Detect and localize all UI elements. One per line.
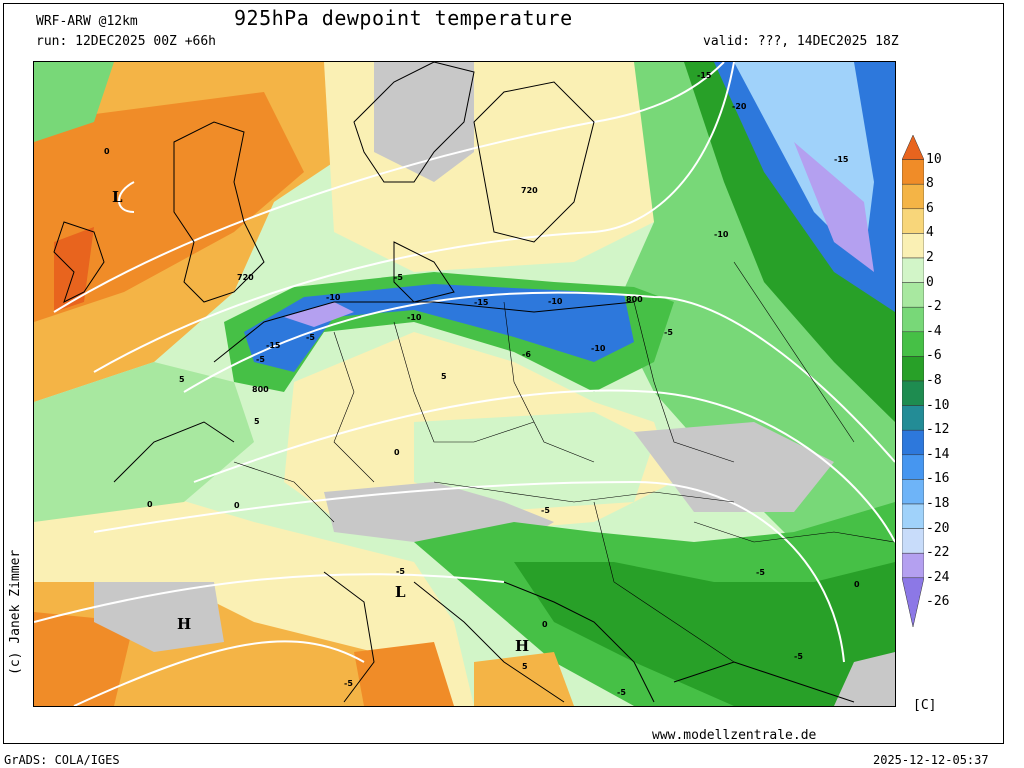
isoline-label: -5 <box>306 333 315 342</box>
isoline-label: -5 <box>396 567 405 576</box>
colorbar-label: -16 <box>926 471 950 487</box>
isoline-label: -10 <box>407 313 422 322</box>
colorbar-swatch <box>902 331 924 357</box>
isoline-label: -15 <box>834 155 849 164</box>
colorbar-label: -14 <box>926 446 950 462</box>
software-label: GrADS: COLA/IGES <box>4 753 120 767</box>
colorbar-label: -2 <box>926 299 942 315</box>
colorbar-swatch <box>902 577 924 627</box>
colorbar-label: -24 <box>926 569 950 585</box>
coastlines <box>53 62 855 703</box>
colorbar-label: 8 <box>926 176 934 192</box>
colorbar-label: -18 <box>926 496 950 511</box>
colorbar-swatch <box>902 183 924 210</box>
isoline-label: 5 <box>522 662 528 671</box>
colorbar-swatch <box>902 356 924 382</box>
map-canvas: L L H H 720 720 800 800 -15 -20 -15 -10 … <box>34 62 895 706</box>
warmest-field <box>54 227 94 312</box>
warmer-field-west <box>34 92 304 322</box>
colorbar-swatch <box>902 454 924 480</box>
model-label: WRF-ARW @12km <box>36 14 138 29</box>
colorbar-label: -20 <box>926 520 950 536</box>
isoline-label: 0 <box>394 448 400 457</box>
low-pressure-marker: L <box>112 188 123 206</box>
isoline-label: 720 <box>521 186 538 195</box>
unit-label: [C] <box>913 698 937 713</box>
colorbar-label: 4 <box>926 225 934 241</box>
colorbar-label: 0 <box>926 274 934 290</box>
low-pressure-marker: L <box>395 583 406 601</box>
website-label: www.modellzentrale.de <box>652 728 817 743</box>
colorbar-swatch <box>902 405 924 431</box>
isoline-label: -5 <box>794 652 803 661</box>
isoline-label: -10 <box>714 230 729 239</box>
isoline-label: 0 <box>104 147 110 156</box>
isoline-label: -10 <box>591 344 606 353</box>
colorbar-swatch <box>902 528 924 554</box>
isoline-label: -15 <box>697 71 712 80</box>
colorbar-label: -6 <box>926 348 942 364</box>
colorbar-label: -22 <box>926 545 950 561</box>
isoline-label: 720 <box>237 273 254 282</box>
isoline-label: -5 <box>344 679 353 688</box>
colorbar-swatch <box>902 282 924 308</box>
isoline-label: 5 <box>441 372 447 381</box>
isoline-label: -15 <box>266 341 281 350</box>
colorbar-label: -8 <box>926 373 942 388</box>
high-pressure-marker: H <box>177 615 191 633</box>
isoline-label: -15 <box>474 298 489 307</box>
valid-time: valid: ???, 14DEC2025 18Z <box>703 34 899 49</box>
isoline-label: -5 <box>394 273 403 282</box>
run-info: run: 12DEC2025 00Z +66h <box>36 34 217 49</box>
colorbar-label: -26 <box>926 594 950 610</box>
isoline-label: -20 <box>732 102 747 111</box>
isoline-label: 800 <box>252 385 269 394</box>
isoline-label: 800 <box>626 295 643 304</box>
colorbar-swatch <box>902 380 924 406</box>
isoline-label: 0 <box>542 620 548 629</box>
colorbar-label: 10 <box>926 151 942 167</box>
colorbar-swatch <box>902 135 924 160</box>
isoline-label: 5 <box>179 375 185 384</box>
colorbar-swatch <box>902 552 924 579</box>
isoline-label: 0 <box>147 500 153 509</box>
geopotential-contours <box>34 62 895 706</box>
colorbar-label: -10 <box>926 397 950 413</box>
isoline-label: -5 <box>756 568 765 577</box>
colorbar-label: -12 <box>926 422 950 438</box>
isoline-label: -5 <box>664 328 673 337</box>
terrain-mask-norway <box>374 62 474 182</box>
colorbar-label: 2 <box>926 250 934 265</box>
isoline-label: 0 <box>234 501 240 510</box>
colorbar-swatch <box>902 429 924 456</box>
colorbar-swatch <box>902 208 924 234</box>
colorbar-swatch <box>902 159 924 185</box>
isoline-label: -5 <box>617 688 626 697</box>
isoline-label: -10 <box>326 293 341 302</box>
colorbar-swatch <box>902 503 924 529</box>
figure-frame <box>3 3 1004 744</box>
isoline-label: -10 <box>548 297 563 306</box>
isoline-label: 0 <box>854 580 860 589</box>
weather-map: L L H H 720 720 800 800 -15 -20 -15 -10 … <box>33 61 896 707</box>
credit-label: (c) Janek Zimmer <box>8 549 23 675</box>
isoline-label: 5 <box>254 417 260 426</box>
colorbar-label: -4 <box>926 323 942 339</box>
colorbar-swatch <box>902 233 924 259</box>
isoline-label: -6 <box>522 350 531 359</box>
isoline-label: -5 <box>541 506 550 515</box>
colorbar-swatch <box>902 479 924 505</box>
timestamp-label: 2025-12-12-05:37 <box>873 753 989 767</box>
map-title: 925hPa dewpoint temperature <box>234 6 573 30</box>
country-borders <box>233 261 895 663</box>
high-pressure-marker: H <box>515 637 529 655</box>
colorbar-swatch <box>902 257 924 283</box>
colorbar-swatch <box>902 306 924 333</box>
colorbar <box>902 135 924 627</box>
colorbar-label: 6 <box>926 200 934 216</box>
terrain-mask-carpathians <box>634 422 834 512</box>
isoline-label: -5 <box>256 355 265 364</box>
